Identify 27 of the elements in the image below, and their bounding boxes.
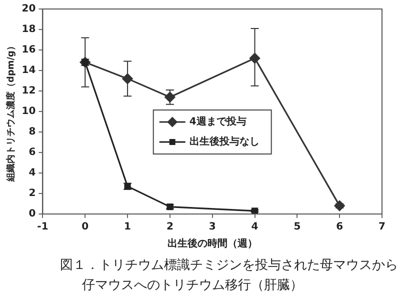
y-tick-label: 4: [28, 168, 36, 179]
x-tick-label: 3: [208, 222, 216, 233]
x-tick-label: 0: [82, 222, 89, 233]
x-tick-label: 1: [124, 222, 132, 233]
y-tick-label: 8: [28, 126, 36, 138]
y-tick-label: 2: [28, 188, 36, 200]
y-tick-label: 0: [28, 208, 36, 220]
y-tick-label: 16: [22, 44, 36, 56]
x-axis-title: 出生後の時間（週）: [167, 238, 258, 250]
x-tick-label: 5: [294, 222, 301, 233]
x-tick-label: 2: [166, 222, 174, 233]
y-tick-label: 14: [22, 65, 36, 76]
legend-label: 4週まで投与: [189, 116, 246, 128]
x-tick-label: -1: [37, 222, 48, 233]
text: 仔マウスへのトリチウム移行（肝臓）: [81, 277, 304, 294]
legend-label: 出生後投与なし: [189, 136, 260, 148]
point: [249, 52, 260, 64]
caption: 図１．トリチウム標識チミジンを投与された母マウスから: [59, 257, 399, 274]
y-tick-label: 12: [22, 86, 36, 97]
x-tick-label: 6: [336, 222, 344, 233]
y-tick-label: 6: [28, 147, 36, 158]
x-tick-label: 7: [378, 222, 386, 233]
y-tick-label: 10: [22, 106, 36, 118]
y-axis-title: 組織内トリチウム濃度（dpm/g）: [6, 42, 17, 182]
x-tick-label: 4: [251, 222, 258, 233]
y-tick-label: 20: [22, 4, 36, 15]
y-tick-label: 18: [22, 24, 36, 36]
